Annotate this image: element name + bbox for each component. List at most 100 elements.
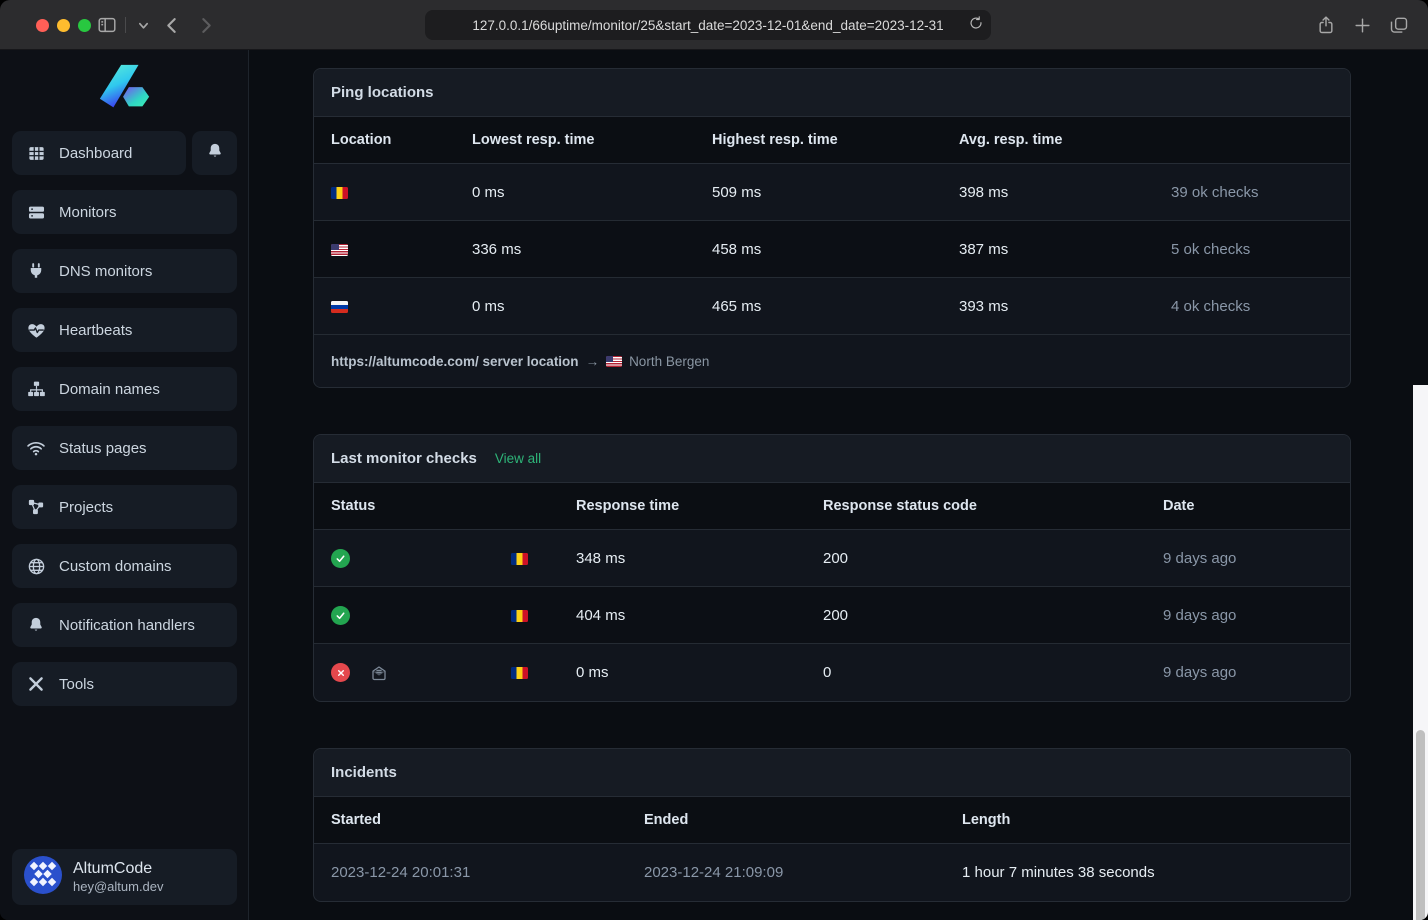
table-row: 2023-12-24 20:01:31 2023-12-24 21:09:09 … (314, 844, 1350, 901)
sidebar-item-label: Notification handlers (59, 616, 195, 634)
column-header: Length (962, 812, 1011, 828)
table-row: 0 ms 509 ms 398 ms 39 ok checks (314, 164, 1350, 221)
incidents-title: Incidents (331, 764, 397, 781)
reload-icon[interactable] (969, 15, 983, 34)
tab-overview-icon[interactable] (1386, 12, 1412, 38)
sidebar-item-heartbeats[interactable]: Heartbeats (12, 308, 237, 352)
status-ok-icon (331, 548, 350, 568)
arrow-right-icon: → (585, 353, 600, 369)
back-button[interactable] (158, 12, 184, 38)
traffic-lights (36, 19, 91, 32)
bell-icon (206, 142, 224, 165)
globe-icon (26, 556, 46, 576)
sidebar-item-label: Domain names (59, 380, 160, 398)
sidebar-item-dashboard[interactable]: Dashboard (12, 131, 186, 175)
ok-checks-count: 39 ok checks (1171, 183, 1259, 201)
column-header: Date (1163, 498, 1195, 514)
sidebar-item-label: Monitors (59, 203, 117, 221)
sidebar-item-status-pages[interactable]: Status pages (12, 426, 237, 470)
nodes-icon (26, 497, 46, 517)
chevron-down-icon[interactable] (130, 12, 156, 38)
sidebar-item-label: Dashboard (59, 144, 133, 162)
sidebar-toggle-icon[interactable] (94, 12, 120, 38)
bell-icon (26, 615, 46, 635)
sidebar-item-label: Custom domains (59, 557, 172, 575)
table-row: 336 ms 458 ms 387 ms 5 ok checks (314, 221, 1350, 278)
minimize-window-button[interactable] (57, 19, 70, 32)
browser-toolbar: 127.0.0.1/66uptime/monitor/25&start_date… (0, 0, 1428, 50)
address-bar[interactable]: 127.0.0.1/66uptime/monitor/25&start_date… (425, 10, 991, 40)
forward-button[interactable] (193, 12, 219, 38)
sidebar-item-notification-handlers[interactable]: Notification handlers (12, 603, 237, 647)
table-row: 348 ms 200 9 days ago (314, 530, 1350, 587)
usa-flag-icon (331, 243, 348, 256)
russia-flag-icon (331, 300, 348, 313)
sidebar-item-label: Status pages (59, 439, 147, 457)
share-icon[interactable] (1313, 12, 1339, 38)
main-content: Ping locations Location Lowest resp. tim… (249, 50, 1428, 920)
incident-length: 1 hour 7 minutes 38 seconds (962, 864, 1155, 881)
ok-checks-count: 4 ok checks (1171, 297, 1251, 315)
app-logo[interactable] (0, 62, 249, 118)
column-header: Ended (644, 812, 689, 828)
grid-icon (26, 143, 46, 163)
column-header: Location (331, 132, 392, 148)
column-header: Status (331, 498, 376, 514)
incident-ended: 2023-12-24 21:09:09 (644, 864, 784, 881)
plug-icon (26, 261, 46, 281)
scrollbar-thumb[interactable] (1416, 730, 1425, 920)
column-header: Response status code (823, 498, 977, 514)
toolbar-divider (125, 17, 126, 33)
incidents-table-header: Started Ended Length (314, 797, 1350, 844)
incident-started: 2023-12-24 20:01:31 (331, 864, 471, 881)
close-window-button[interactable] (36, 19, 49, 32)
romania-flag-icon (331, 186, 348, 199)
romania-flag-icon (511, 667, 528, 680)
sidebar-menu: Dashboard Monitors (12, 131, 237, 721)
notification-sent-icon (370, 664, 388, 682)
sidebar-item-label: Projects (59, 498, 114, 516)
server-icon (26, 202, 46, 222)
column-header: Highest resp. time (712, 132, 838, 148)
ok-checks-count: 5 ok checks (1171, 240, 1251, 258)
usa-flag-icon (606, 355, 623, 367)
sidebar-item-tools[interactable]: Tools (12, 662, 237, 706)
sidebar-item-dns-monitors[interactable]: DNS monitors (12, 249, 237, 293)
server-location-footer: https://altumcode.com/ server location →… (314, 335, 1350, 387)
sitemap-icon (26, 379, 46, 399)
romania-flag-icon (511, 552, 528, 565)
sidebar-item-label: DNS monitors (59, 262, 153, 280)
url-text: 127.0.0.1/66uptime/monitor/25&start_date… (472, 17, 944, 33)
user-email: hey@altum.dev (73, 878, 164, 894)
server-location-name: North Bergen (629, 353, 710, 369)
column-header: Started (331, 812, 381, 828)
status-error-icon (331, 663, 350, 682)
scrollbar-track[interactable] (1413, 385, 1428, 920)
sidebar-item-projects[interactable]: Projects (12, 485, 237, 529)
sidebar-item-domain-names[interactable]: Domain names (12, 367, 237, 411)
server-location-link[interactable]: https://altumcode.com/ server location (331, 353, 579, 369)
table-row: 0 ms 0 9 days ago (314, 644, 1350, 701)
table-row: 404 ms 200 9 days ago (314, 587, 1350, 644)
column-header: Avg. resp. time (959, 132, 1063, 148)
table-row: 0 ms 465 ms 393 ms 4 ok checks (314, 278, 1350, 335)
user-account-card[interactable]: AltumCode hey@altum.dev (12, 849, 237, 905)
status-ok-icon (331, 605, 350, 625)
notifications-button[interactable] (192, 131, 237, 175)
sidebar-item-monitors[interactable]: Monitors (12, 190, 237, 234)
user-name: AltumCode (73, 859, 153, 877)
sidebar-item-custom-domains[interactable]: Custom domains (12, 544, 237, 588)
romania-flag-icon (511, 609, 528, 622)
zoom-window-button[interactable] (78, 19, 91, 32)
sidebar-item-label: Tools (59, 675, 95, 693)
ping-table-header: Location Lowest resp. time Highest resp.… (314, 117, 1350, 164)
checks-table-header: Status Response time Response status cod… (314, 483, 1350, 530)
sidebar-item-label: Heartbeats (59, 321, 133, 339)
ping-locations-card: Ping locations Location Lowest resp. tim… (313, 68, 1351, 388)
column-header: Response time (576, 498, 680, 514)
new-tab-icon[interactable] (1349, 12, 1375, 38)
ping-locations-title: Ping locations (331, 84, 434, 101)
tools-icon (26, 674, 46, 694)
view-all-link[interactable]: View all (494, 451, 542, 466)
